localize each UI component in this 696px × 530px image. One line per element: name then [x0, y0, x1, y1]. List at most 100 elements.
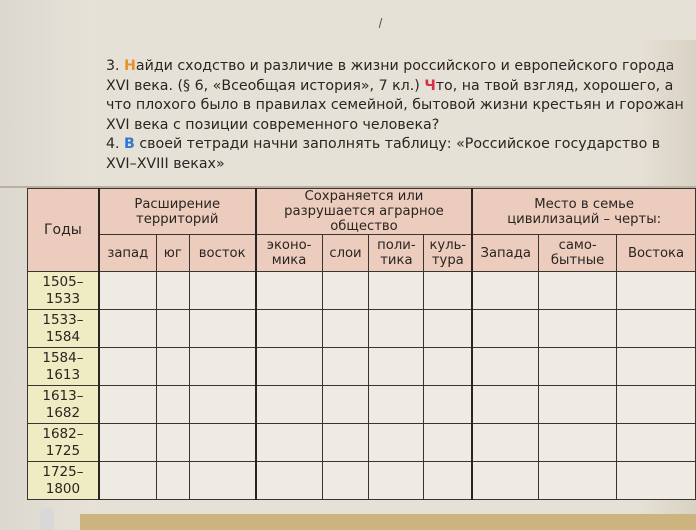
empty-cell — [368, 347, 425, 386]
empty-cell — [188, 309, 257, 348]
group-header: Расширение территорий — [97, 188, 257, 235]
year-range: 1725–1800 — [42, 463, 84, 497]
empty-cell — [321, 309, 370, 348]
empty-cell — [423, 423, 473, 462]
empty-cell — [188, 423, 257, 462]
subheader: Запада — [471, 234, 540, 272]
empty-cell — [254, 423, 323, 462]
table-row: 1613–1682 — [26, 385, 696, 424]
subheader: восток — [188, 234, 257, 272]
empty-cell — [616, 423, 696, 462]
empty-cell — [254, 347, 323, 386]
empty-cell — [471, 461, 540, 500]
empty-cell — [471, 423, 540, 462]
page-bottom-strip — [80, 514, 696, 530]
bookmark-tab — [40, 508, 54, 530]
subheader: поли-тика — [368, 234, 425, 272]
empty-cell — [368, 385, 425, 424]
empty-cell — [423, 271, 473, 310]
table-row: 1505–1533 — [26, 271, 696, 310]
subheader: запад — [97, 234, 157, 272]
empty-cell — [321, 423, 370, 462]
pen-mark — [378, 18, 383, 28]
empty-cell — [423, 347, 473, 386]
empty-cell — [368, 309, 425, 348]
empty-cell — [616, 309, 696, 348]
year-cell: 1533–1584 — [26, 309, 100, 348]
table-row: 1725–1800 — [26, 461, 696, 500]
empty-cell — [538, 385, 618, 424]
empty-cell — [538, 423, 618, 462]
year-cell: 1613–1682 — [26, 385, 100, 424]
empty-cell — [368, 423, 425, 462]
year-cell: 1584–1613 — [26, 347, 100, 386]
divider — [0, 186, 696, 188]
empty-cell — [97, 347, 157, 386]
initial-letter: Ч — [424, 77, 436, 94]
subheader: само-бытные — [538, 234, 618, 272]
subheader: Востока — [616, 234, 696, 272]
empty-cell — [471, 309, 540, 348]
empty-cell — [616, 461, 696, 500]
table-row: 1682–1725 — [26, 423, 696, 462]
empty-cell — [471, 385, 540, 424]
empty-cell — [423, 309, 473, 348]
empty-cell — [471, 271, 540, 310]
empty-cell — [97, 461, 157, 500]
group-header: Место в семье цивилизаций – черты: — [471, 188, 696, 235]
empty-cell — [616, 271, 696, 310]
empty-cell — [188, 347, 257, 386]
empty-cell — [97, 385, 157, 424]
empty-cell — [616, 385, 696, 424]
empty-cell — [155, 423, 190, 462]
initial-letter: В — [124, 136, 135, 153]
subheader: куль-тура — [423, 234, 473, 272]
empty-cell — [538, 347, 618, 386]
subheader: слои — [321, 234, 370, 272]
empty-cell — [423, 385, 473, 424]
empty-cell — [188, 271, 257, 310]
year-cell: 1505–1533 — [26, 271, 100, 310]
year-range: 1505–1533 — [42, 273, 84, 307]
empty-cell — [423, 461, 473, 500]
empty-cell — [368, 461, 425, 500]
empty-cell — [538, 461, 618, 500]
empty-cell — [471, 347, 540, 386]
empty-cell — [321, 461, 370, 500]
year-cell: 1682–1725 — [26, 423, 100, 462]
empty-cell — [155, 461, 190, 500]
empty-cell — [538, 271, 618, 310]
table-row: 1533–1584 — [26, 309, 696, 348]
empty-cell — [97, 423, 157, 462]
empty-cell — [254, 309, 323, 348]
empty-cell — [616, 347, 696, 386]
year-range: 1584–1613 — [42, 349, 84, 383]
empty-cell — [188, 385, 257, 424]
years-header: Годы — [26, 188, 100, 272]
table-row: 1584–1613 — [26, 347, 696, 386]
empty-cell — [188, 461, 257, 500]
year-range: 1682–1725 — [42, 425, 84, 459]
year-range: 1533–1584 — [42, 311, 84, 345]
empty-cell — [321, 271, 370, 310]
empty-cell — [155, 271, 190, 310]
empty-cell — [254, 385, 323, 424]
year-range: 1613–1682 — [42, 387, 84, 421]
empty-cell — [321, 385, 370, 424]
initial-letter: Н — [124, 58, 136, 74]
task-3: 3. Найди сходство и различие в жизни рос… — [106, 58, 684, 133]
subheader: юг — [155, 234, 190, 272]
empty-cell — [321, 347, 370, 386]
group-header: Сохраняется или разрушается аграрное общ… — [254, 188, 473, 235]
empty-cell — [254, 271, 323, 310]
year-cell: 1725–1800 — [26, 461, 100, 500]
empty-cell — [254, 461, 323, 500]
empty-cell — [155, 309, 190, 348]
task-4: 4. В своей тетради начни заполнять табли… — [106, 136, 661, 172]
task-text: 3. Найди сходство и различие в жизни рос… — [106, 57, 686, 175]
empty-cell — [155, 385, 190, 424]
empty-cell — [97, 309, 157, 348]
empty-cell — [368, 271, 425, 310]
subheader: эконо-мика — [254, 234, 323, 272]
empty-cell — [97, 271, 157, 310]
